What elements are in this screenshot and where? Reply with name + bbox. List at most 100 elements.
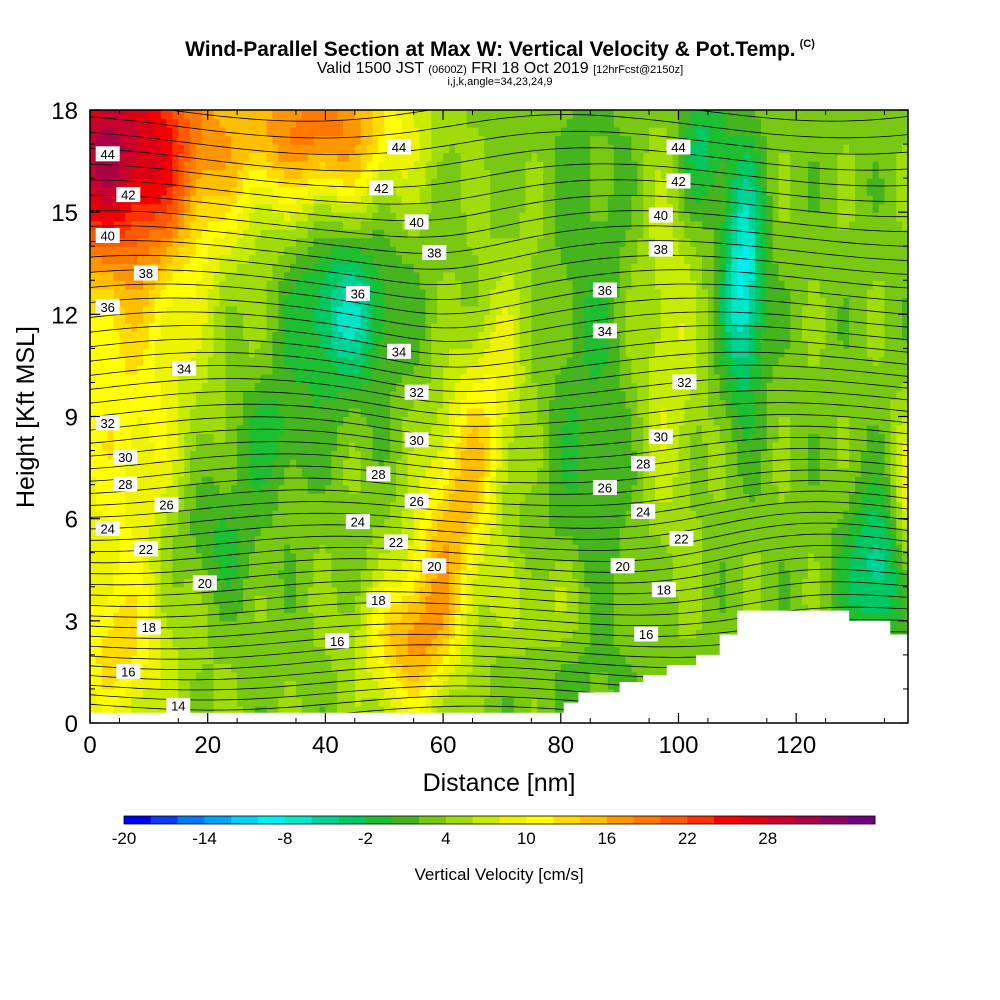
contour-label: 22: [133, 541, 158, 557]
y-tick-label: 9: [65, 405, 78, 432]
contour-label-text: 16: [639, 627, 653, 642]
contour-label: 40: [648, 207, 673, 223]
contour-label-text: 20: [615, 559, 629, 574]
contour-label: 34: [172, 360, 197, 376]
contour-label: 24: [345, 514, 370, 530]
contour-label-text: 34: [392, 344, 406, 359]
x-tick-label: 80: [547, 732, 574, 759]
colorbar-swatch: [714, 816, 742, 824]
colorbar-tick-label: 22: [678, 829, 697, 848]
colorbar-swatch: [177, 816, 205, 824]
colorbar-swatch: [311, 816, 339, 824]
x-tick-label: 100: [658, 732, 698, 759]
colorbar-swatch: [284, 816, 313, 824]
colorbar-swatch: [633, 816, 661, 824]
contour-label-text: 28: [118, 477, 132, 492]
contour-label: 30: [648, 428, 673, 444]
contour-label-text: 22: [674, 532, 688, 547]
colorbar-swatch: [499, 816, 527, 824]
contour-label-text: 32: [677, 375, 691, 390]
contour-label-text: 32: [100, 416, 114, 431]
contour-label-text: 26: [159, 498, 173, 513]
colorbar-swatch: [794, 816, 822, 824]
contour-label: 22: [384, 534, 408, 550]
contour-label-text: 22: [389, 535, 403, 550]
contour-label-text: 28: [636, 457, 650, 472]
contour-label: 36: [345, 285, 370, 301]
y-axis-label: Height [Kft MSL]: [12, 326, 40, 508]
colorbar-swatch: [338, 816, 366, 824]
colorbar-swatch: [419, 816, 447, 824]
contour-label-text: 24: [100, 521, 114, 536]
y-tick-label: 6: [65, 507, 78, 534]
colorbar: -20 -14 -8 -2 4 10 16 22 28: [112, 815, 876, 848]
y-tick-label: 15: [51, 200, 78, 227]
colorbar-swatch: [365, 816, 393, 824]
contour-label: 16: [116, 663, 141, 679]
colorbar-swatch: [445, 816, 473, 824]
colorbar-frame: [123, 815, 876, 825]
colorbar-swatch: [258, 816, 286, 824]
colorbar-swatch: [204, 816, 232, 824]
contour-label: 36: [95, 299, 120, 315]
contour-label: 14: [166, 698, 191, 714]
contour-label-text: 18: [142, 620, 156, 635]
colorbar-swatch: [150, 816, 178, 824]
contour-label-text: 16: [121, 664, 135, 679]
colorbar-tick-label: -14: [192, 829, 217, 848]
contour-label: 42: [666, 173, 691, 189]
contour-label-text: 32: [409, 385, 423, 400]
contour-label-text: 28: [371, 467, 385, 482]
contour-label-text: 38: [139, 266, 153, 281]
contour-label-text: 18: [657, 583, 671, 598]
contour-label-text: 24: [351, 515, 365, 530]
colorbar-swatch: [687, 816, 715, 824]
contour-label-text: 34: [177, 361, 191, 376]
contour-label: 20: [192, 575, 217, 591]
colorbar-swatch: [392, 816, 420, 824]
x-tick-label: 120: [776, 732, 816, 759]
contour-label-text: 24: [636, 504, 650, 519]
contour-label-text: 40: [654, 208, 668, 223]
contour-label-text: 18: [371, 593, 385, 608]
contour-label: 42: [369, 180, 394, 196]
contour-label: 40: [95, 228, 120, 244]
contour-label: 44: [666, 139, 691, 155]
contour-label: 42: [116, 187, 141, 203]
colorbar-swatch: [231, 816, 259, 824]
colorbar-tick-label: -2: [358, 829, 373, 848]
contour-label: 44: [95, 146, 120, 162]
contour-label-text: 40: [409, 215, 423, 230]
contour-label-text: 30: [654, 429, 668, 444]
contour-label: 24: [95, 520, 120, 536]
colorbar-swatch: [472, 816, 500, 824]
contour-label: 16: [634, 626, 659, 642]
contour-label: 30: [113, 449, 138, 465]
colorbar-swatch: [124, 816, 152, 824]
contour-label-text: 16: [330, 634, 344, 649]
contour-label: 18: [366, 592, 391, 608]
colorbar-swatch: [526, 816, 554, 824]
x-axis-label: Distance [nm]: [423, 769, 576, 797]
x-tick-label: 0: [83, 732, 96, 759]
contour-label: 38: [648, 241, 673, 257]
colorbar-swatch: [848, 816, 876, 824]
contour-label: 28: [631, 456, 656, 472]
terrain-mask: [90, 610, 908, 723]
colorbar-swatch: [553, 816, 581, 824]
chart-subtitle: Valid 1500 JST (0600Z) FRI 18 Oct 2019 […: [316, 60, 684, 77]
contour-label-text: 38: [427, 246, 441, 261]
colorbar-swatch: [767, 816, 795, 824]
colorbar-swatch: [821, 816, 849, 824]
colorbar-tick-label: -8: [277, 829, 292, 848]
contour-label-text: 22: [139, 542, 153, 557]
contour-label-text: 38: [654, 242, 668, 257]
y-tick-label: 18: [51, 98, 78, 125]
contour-label: 26: [154, 497, 179, 513]
contour-label-text: 36: [351, 286, 365, 301]
contour-label-text: 14: [171, 699, 185, 714]
y-tick-label: 0: [65, 711, 78, 738]
contour-label: 28: [366, 466, 391, 482]
contour-label-text: 42: [374, 181, 388, 196]
